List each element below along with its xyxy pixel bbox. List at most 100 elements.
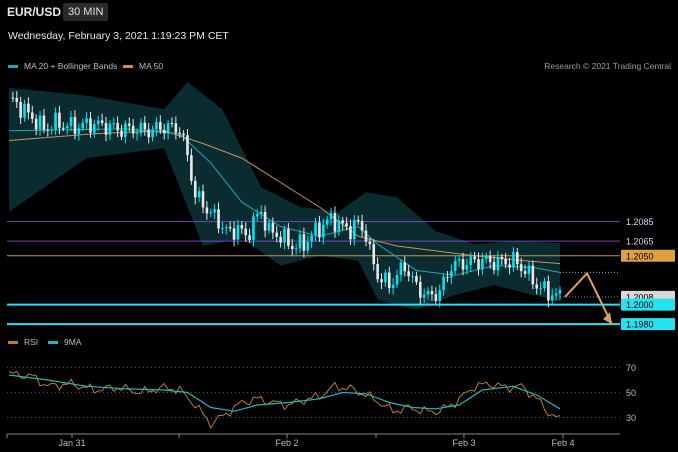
candle-body: [38, 115, 42, 130]
rsi-legend-label: RSI: [24, 337, 39, 347]
candle-body: [50, 129, 53, 131]
candle-body: [345, 223, 348, 227]
candle-body: [294, 248, 298, 250]
forecast-path: [564, 271, 613, 325]
candle-body: [190, 155, 193, 181]
candle-body: [85, 118, 88, 123]
candle-body: [213, 209, 216, 213]
candle-body: [415, 276, 418, 283]
candle-body: [27, 103, 30, 113]
candle-body: [341, 220, 345, 224]
candle-body: [442, 276, 445, 291]
candle-body: [143, 122, 147, 130]
candle-body: [58, 112, 61, 128]
candle-body: [197, 191, 201, 198]
candle-body: [290, 245, 294, 249]
candle-body: [380, 279, 383, 283]
candle-body: [15, 97, 19, 103]
level-tag: [621, 249, 675, 262]
candle-body: [283, 229, 286, 243]
candle-body: [298, 234, 302, 249]
candle-body: [252, 216, 255, 240]
candle-body: [221, 227, 224, 229]
candle-body: [244, 228, 247, 236]
candle-body: [419, 282, 422, 298]
candle-body: [516, 252, 519, 265]
candle-body: [263, 211, 267, 231]
x-tick-label: Jan 31: [58, 438, 85, 448]
candle-body: [523, 271, 527, 274]
candle-body: [446, 276, 449, 278]
level-label: 1.2000: [626, 300, 654, 310]
candle-body: [151, 129, 154, 138]
candle-body: [484, 255, 488, 259]
candle-body: [403, 262, 407, 272]
candle-body: [477, 259, 480, 270]
candle-body: [411, 276, 414, 278]
candle-body: [224, 227, 228, 229]
candle-body: [69, 116, 73, 126]
credit-label: Research © 2021 Trading Central: [544, 61, 671, 71]
candle-body: [349, 226, 352, 240]
candle-body: [271, 222, 275, 233]
bollinger-band: [9, 81, 560, 310]
level-tag: [621, 298, 675, 311]
candle-body: [496, 256, 500, 271]
level-label: 1.2065: [626, 237, 654, 247]
candle-body: [329, 213, 333, 220]
candle-body: [539, 288, 542, 290]
candle-body: [259, 211, 263, 214]
legend-rsi: RSI: [8, 337, 38, 347]
toolbar: EUR/USD 30 MIN: [0, 0, 678, 24]
candle-body: [450, 271, 453, 278]
candle-body: [275, 232, 279, 237]
rsi-tick-label: 30: [626, 413, 636, 423]
candle-body: [368, 241, 372, 245]
candle-body: [430, 290, 434, 295]
ma9-line: [8, 374, 561, 412]
candle-body: [353, 219, 356, 240]
ma9-legend-label: 9MA: [64, 337, 82, 347]
candle-body: [461, 259, 465, 270]
candle-body: [322, 224, 325, 238]
candle-body: [135, 133, 139, 135]
candle-body: [391, 284, 395, 289]
candle-body: [159, 122, 162, 130]
candle-body: [407, 271, 410, 277]
candle-body: [155, 122, 158, 130]
candle-body: [512, 252, 515, 268]
candle-body: [279, 236, 282, 243]
candle-body: [469, 256, 473, 265]
candle-body: [302, 234, 306, 251]
candle-body: [236, 225, 240, 240]
level-tag: [621, 215, 675, 228]
candle-body: [96, 120, 100, 125]
candle-body: [387, 272, 391, 289]
candle-body: [73, 116, 77, 134]
candle-body: [100, 120, 104, 123]
ma50-swatch: [123, 64, 133, 68]
candle-body: [399, 262, 403, 276]
candle-body: [127, 123, 131, 126]
x-tick-label: Feb 2: [275, 438, 298, 448]
candle-body: [193, 180, 197, 198]
candle-body: [34, 118, 38, 130]
candle-body: [333, 213, 337, 232]
candle-body: [554, 293, 558, 296]
candle-body: [89, 118, 92, 133]
rsi-tick-label: 50: [626, 388, 636, 398]
timeframe-button[interactable]: 30 MIN: [63, 3, 109, 21]
datetime-label: Wednesday, February 3, 2021 1:19:23 PM C…: [8, 30, 229, 42]
candle-body: [519, 264, 523, 272]
candle-body: [550, 295, 554, 301]
ma9-swatch: [48, 340, 58, 344]
candle-body: [65, 125, 69, 128]
candle-body: [488, 255, 492, 263]
candle-body: [508, 264, 511, 268]
candle-body: [267, 222, 271, 231]
candle-body: [481, 258, 484, 270]
candle-body: [492, 262, 496, 271]
candle-body: [170, 123, 174, 125]
candle-body: [120, 130, 123, 137]
